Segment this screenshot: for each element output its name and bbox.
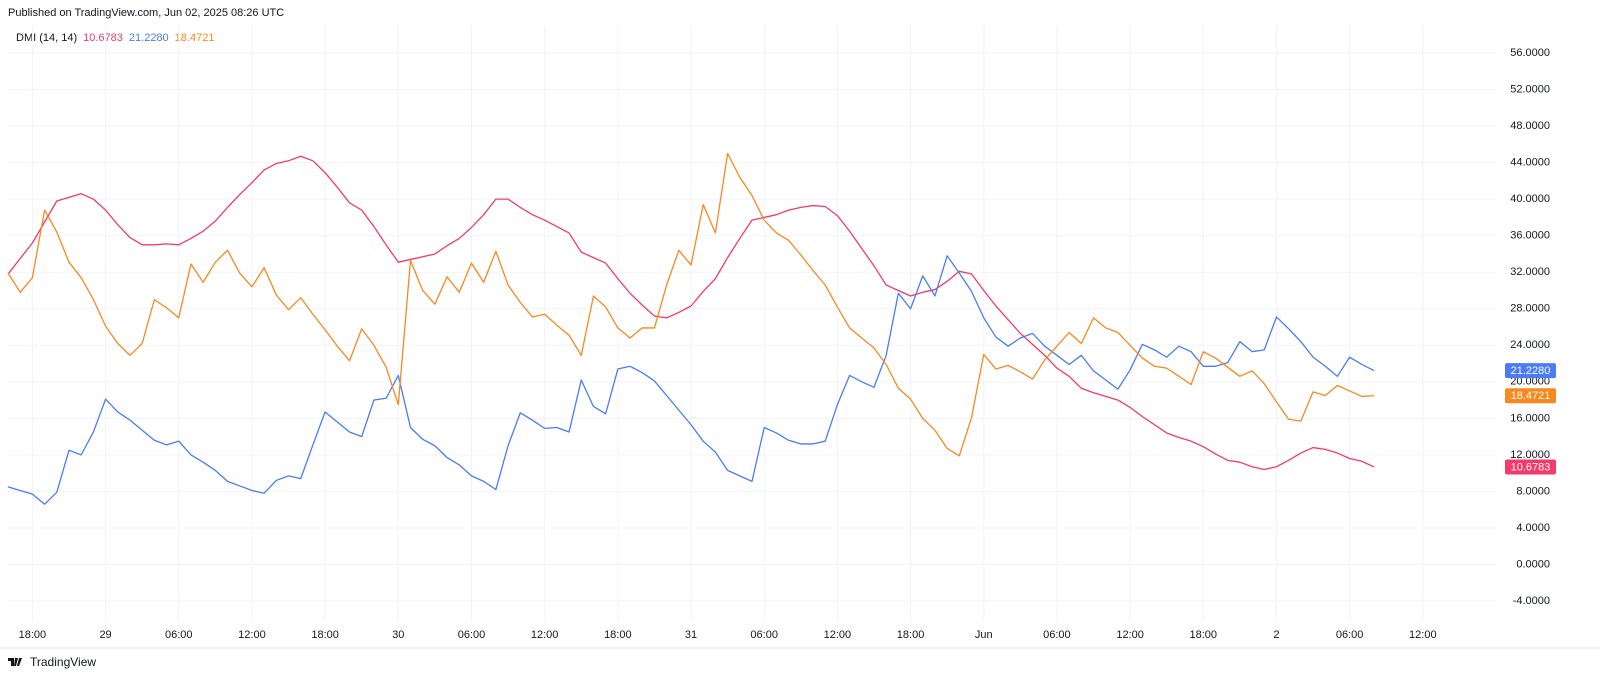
x-tick-label: 12:00 <box>238 629 266 641</box>
legend-value: 18.4721 <box>175 32 215 44</box>
logo: TradingView <box>8 655 96 669</box>
price-badge-label: 18.4721 <box>1511 390 1551 402</box>
price-badge <box>1505 388 1556 404</box>
legend: DMI (14, 14) 10.6783 21.2280 18.4721 <box>16 32 214 44</box>
logo-icon <box>8 658 22 666</box>
y-tick-label: 32.0000 <box>1510 266 1550 278</box>
header: Published on TradingView.com, Jun 02, 20… <box>8 7 284 19</box>
legend-value: 21.2280 <box>129 32 169 44</box>
x-tick-label: 29 <box>99 629 111 641</box>
y-tick-label: 28.0000 <box>1510 303 1550 315</box>
footer: TradingView <box>30 655 96 669</box>
y-tick-label: 52.0000 <box>1510 83 1550 95</box>
line-series <box>7 155 1375 471</box>
y-tick-label: 36.0000 <box>1510 230 1550 242</box>
x-tick-label: 18:00 <box>604 629 632 641</box>
grid <box>8 25 1496 621</box>
x-tick-label: 06:00 <box>458 629 486 641</box>
y-tick-label: 0.0000 <box>1516 558 1550 570</box>
x-tick-label: Jun <box>975 629 993 641</box>
x-tick-label: 06:00 <box>1043 629 1071 641</box>
price-badge <box>1505 459 1556 475</box>
x-tick-label: 18:00 <box>897 629 925 641</box>
y-tick-label: 40.0000 <box>1510 193 1550 205</box>
y-tick-label: 8.0000 <box>1516 485 1550 497</box>
price-badge <box>1505 363 1556 379</box>
y-tick-label: 4.0000 <box>1516 522 1550 534</box>
y-tick-label: 16.0000 <box>1510 412 1550 424</box>
y-tick-label: 48.0000 <box>1510 120 1550 132</box>
x-tick-label: 2 <box>1273 629 1279 641</box>
price-badge-label: 10.6783 <box>1511 461 1551 473</box>
y-tick-label: 24.0000 <box>1510 339 1550 351</box>
x-tick-label: 18:00 <box>311 629 339 641</box>
y-tick-label: 56.0000 <box>1510 47 1550 59</box>
indicator-name: DMI (14, 14) <box>16 32 77 44</box>
y-tick-label: 20.0000 <box>1510 376 1550 388</box>
y-tick-label: 12.0000 <box>1510 449 1550 461</box>
x-tick-label: 18:00 <box>1190 629 1218 641</box>
x-tick-label: 31 <box>685 629 697 641</box>
y-tick-label: 44.0000 <box>1510 157 1550 169</box>
x-tick-label: 06:00 <box>1336 629 1364 641</box>
line-series <box>7 255 1375 505</box>
price-badge-label: 21.2280 <box>1511 365 1551 377</box>
x-tick-label: 12:00 <box>1116 629 1144 641</box>
x-tick-label: 06:00 <box>165 629 193 641</box>
x-tick-label: 12:00 <box>1409 629 1437 641</box>
x-tick-label: 18:00 <box>19 629 47 641</box>
line-series <box>7 152 1375 457</box>
x-tick-label: 12:00 <box>824 629 852 641</box>
y-tick-label: -4.0000 <box>1513 595 1550 607</box>
x-tick-label: 06:00 <box>750 629 778 641</box>
legend-value: 10.6783 <box>83 32 123 44</box>
x-tick-label: 30 <box>392 629 404 641</box>
x-tick-label: 12:00 <box>531 629 559 641</box>
